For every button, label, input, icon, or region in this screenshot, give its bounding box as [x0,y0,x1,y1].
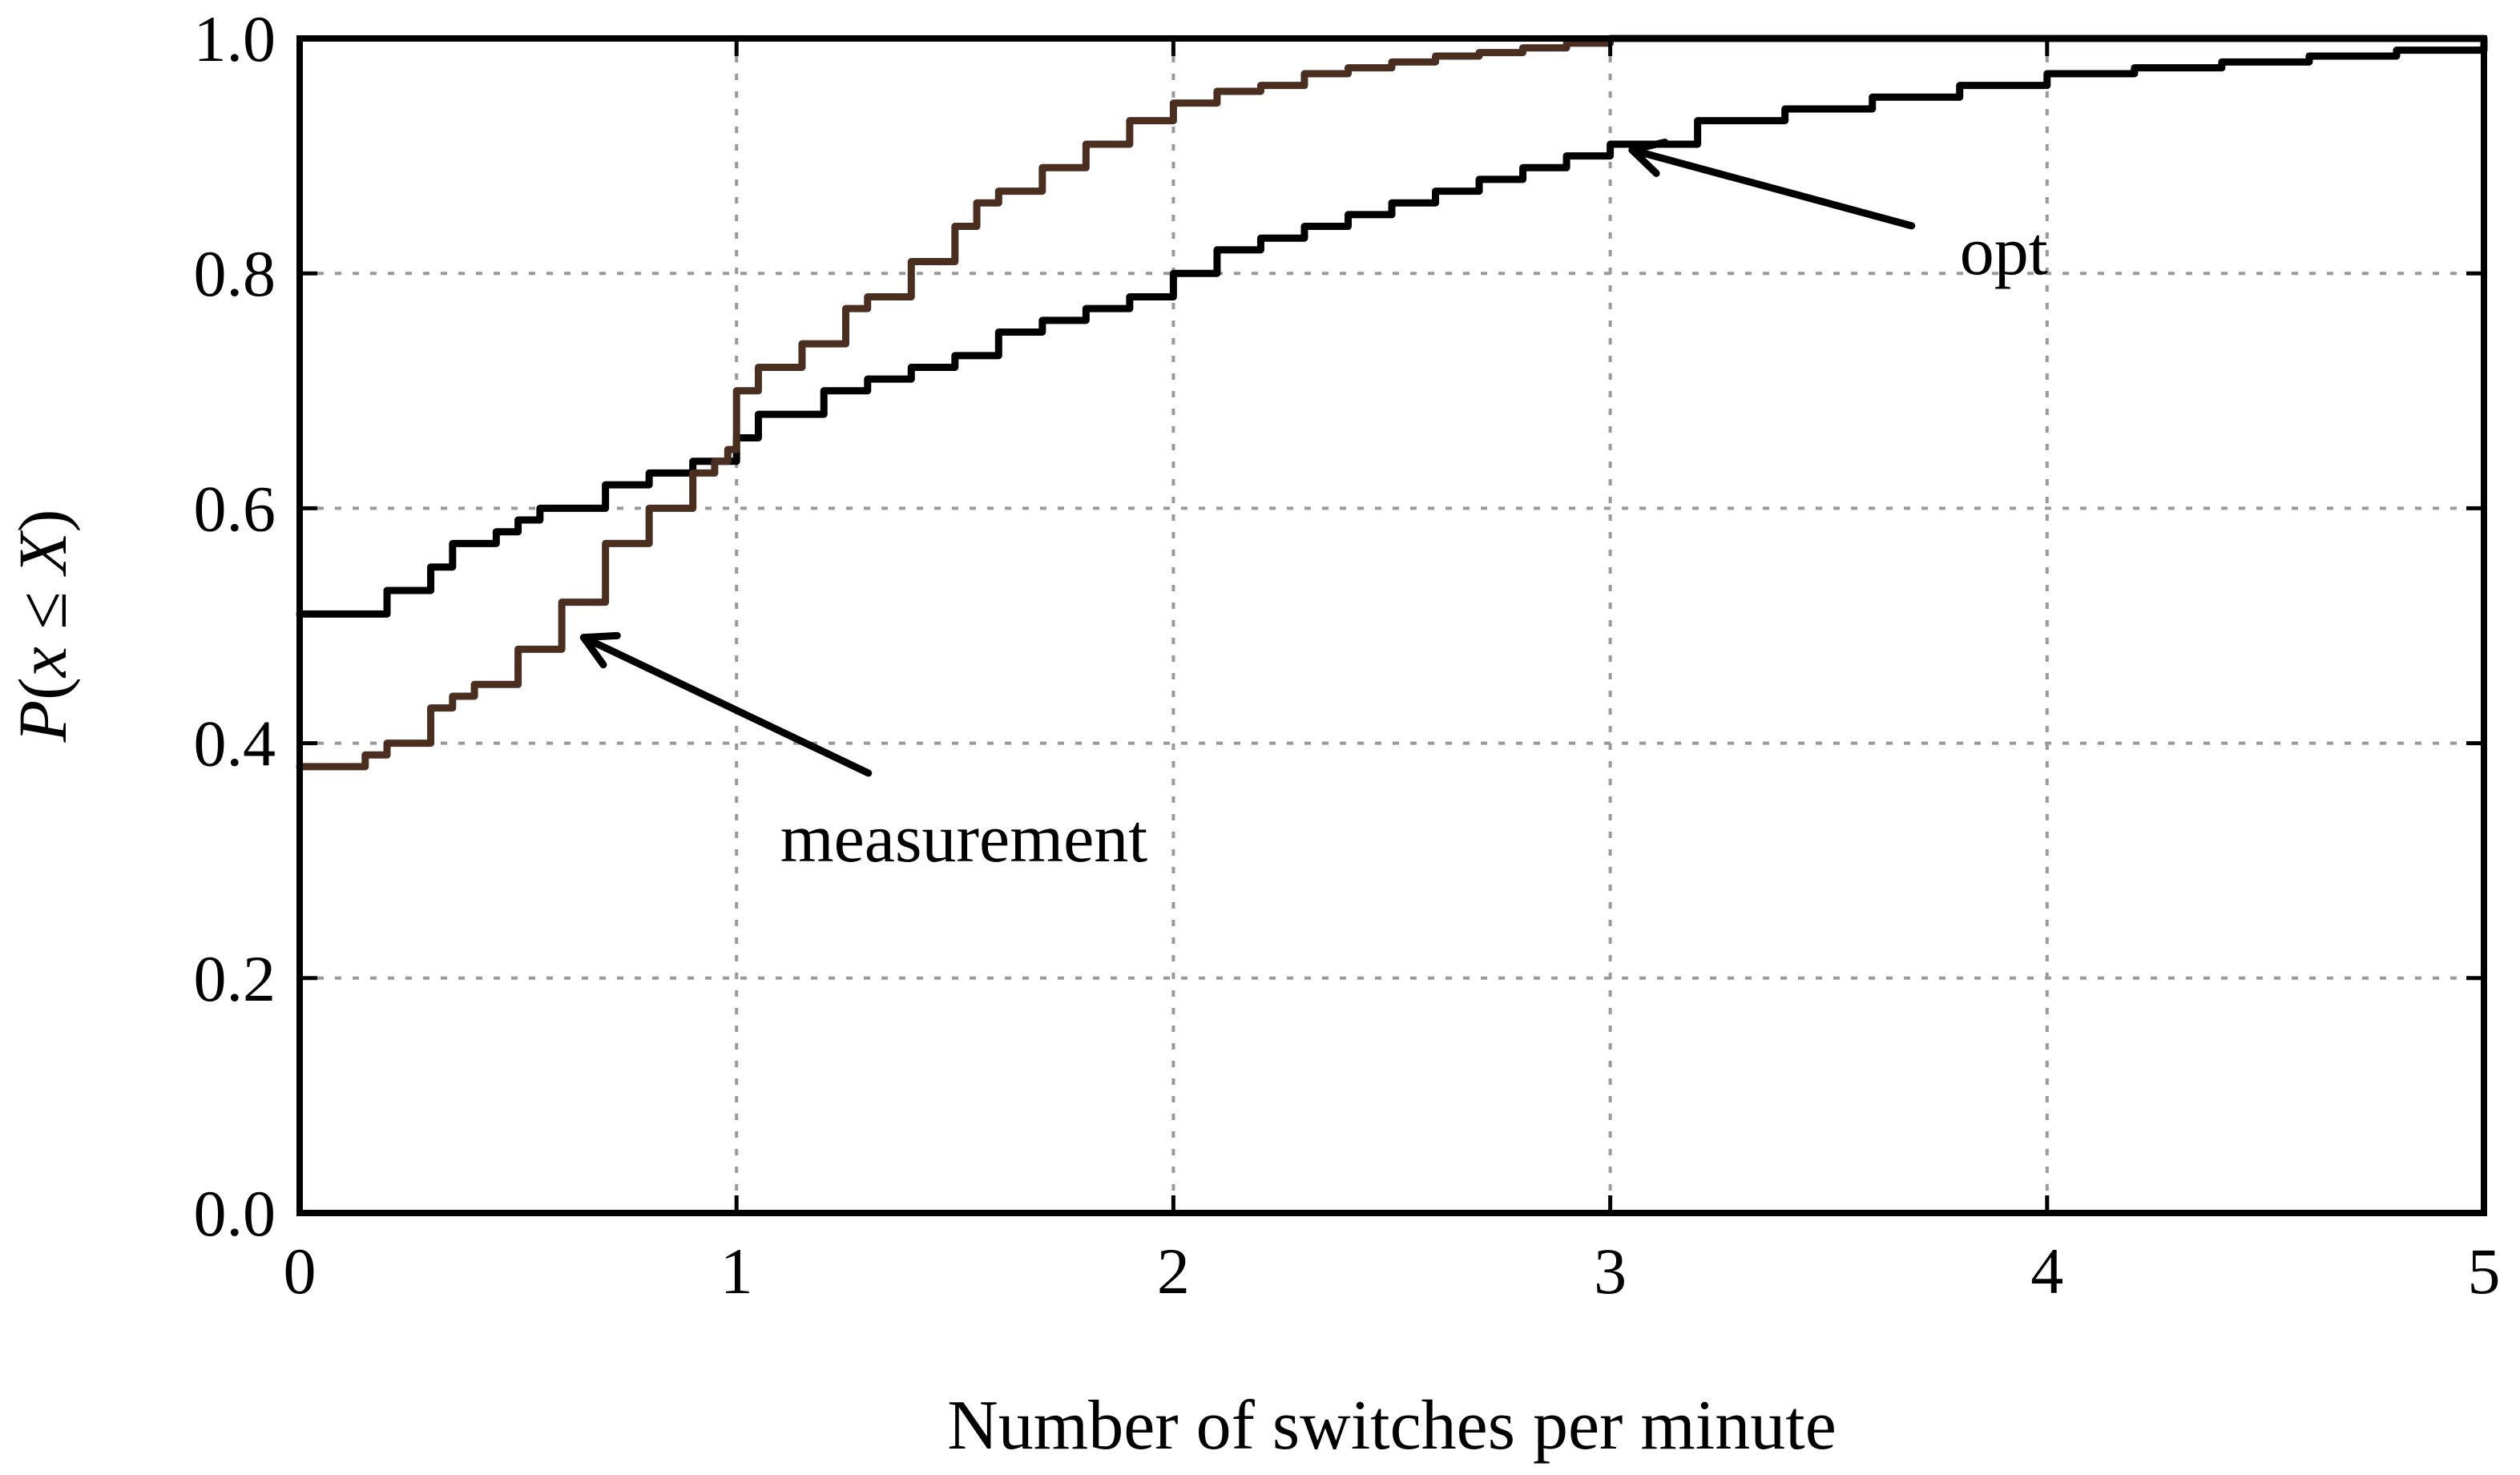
series-lines [296,34,2488,771]
annotation-label-measurement: measurement [780,800,1148,877]
y-tick-label: 1.0 [194,2,276,75]
y-label-bigx: X [4,530,81,577]
plot-frame [296,35,2487,1216]
arrowhead-opt [1628,138,1669,177]
annotation-label-opt: opt [1960,212,2048,289]
y-tick-label: 0.2 [194,942,276,1015]
x-tick-label: 2 [1157,1235,1190,1308]
y-label-open: ( [4,677,81,700]
series-line-measurement [296,34,2488,771]
x-tick-label: 4 [2030,1235,2063,1308]
arrow-measurement [579,634,873,777]
ticks: 0 1 2 3 4 5 0.0 0.2 0.4 0.6 0.8 1.0 [194,2,2501,1308]
y-label-close: ) [4,510,81,533]
series-line-opt [296,34,2488,618]
y-tick-label: 0.8 [194,237,276,310]
y-label-p: P [4,700,81,744]
arrow-opt [1628,146,1916,230]
y-tick-label: 0.0 [194,1177,276,1250]
y-tick-label: 0.4 [194,707,276,780]
y-label-x: x [4,647,81,679]
x-axis-label: Number of switches per minute [947,1387,1837,1465]
y-tick-label: 0.6 [194,472,276,545]
y-label-le: ≤ [4,574,81,647]
x-tick-label: 0 [284,1235,317,1308]
x-tick-label: 1 [720,1235,753,1308]
grid [300,38,2484,1213]
arrowhead-measurement [579,631,621,669]
x-tick-label: 5 [2468,1235,2501,1308]
annotations: opt measurement [579,138,2048,877]
x-tick-label: 3 [1594,1235,1627,1308]
y-axis-label: P(x ≤ X) [4,510,81,744]
